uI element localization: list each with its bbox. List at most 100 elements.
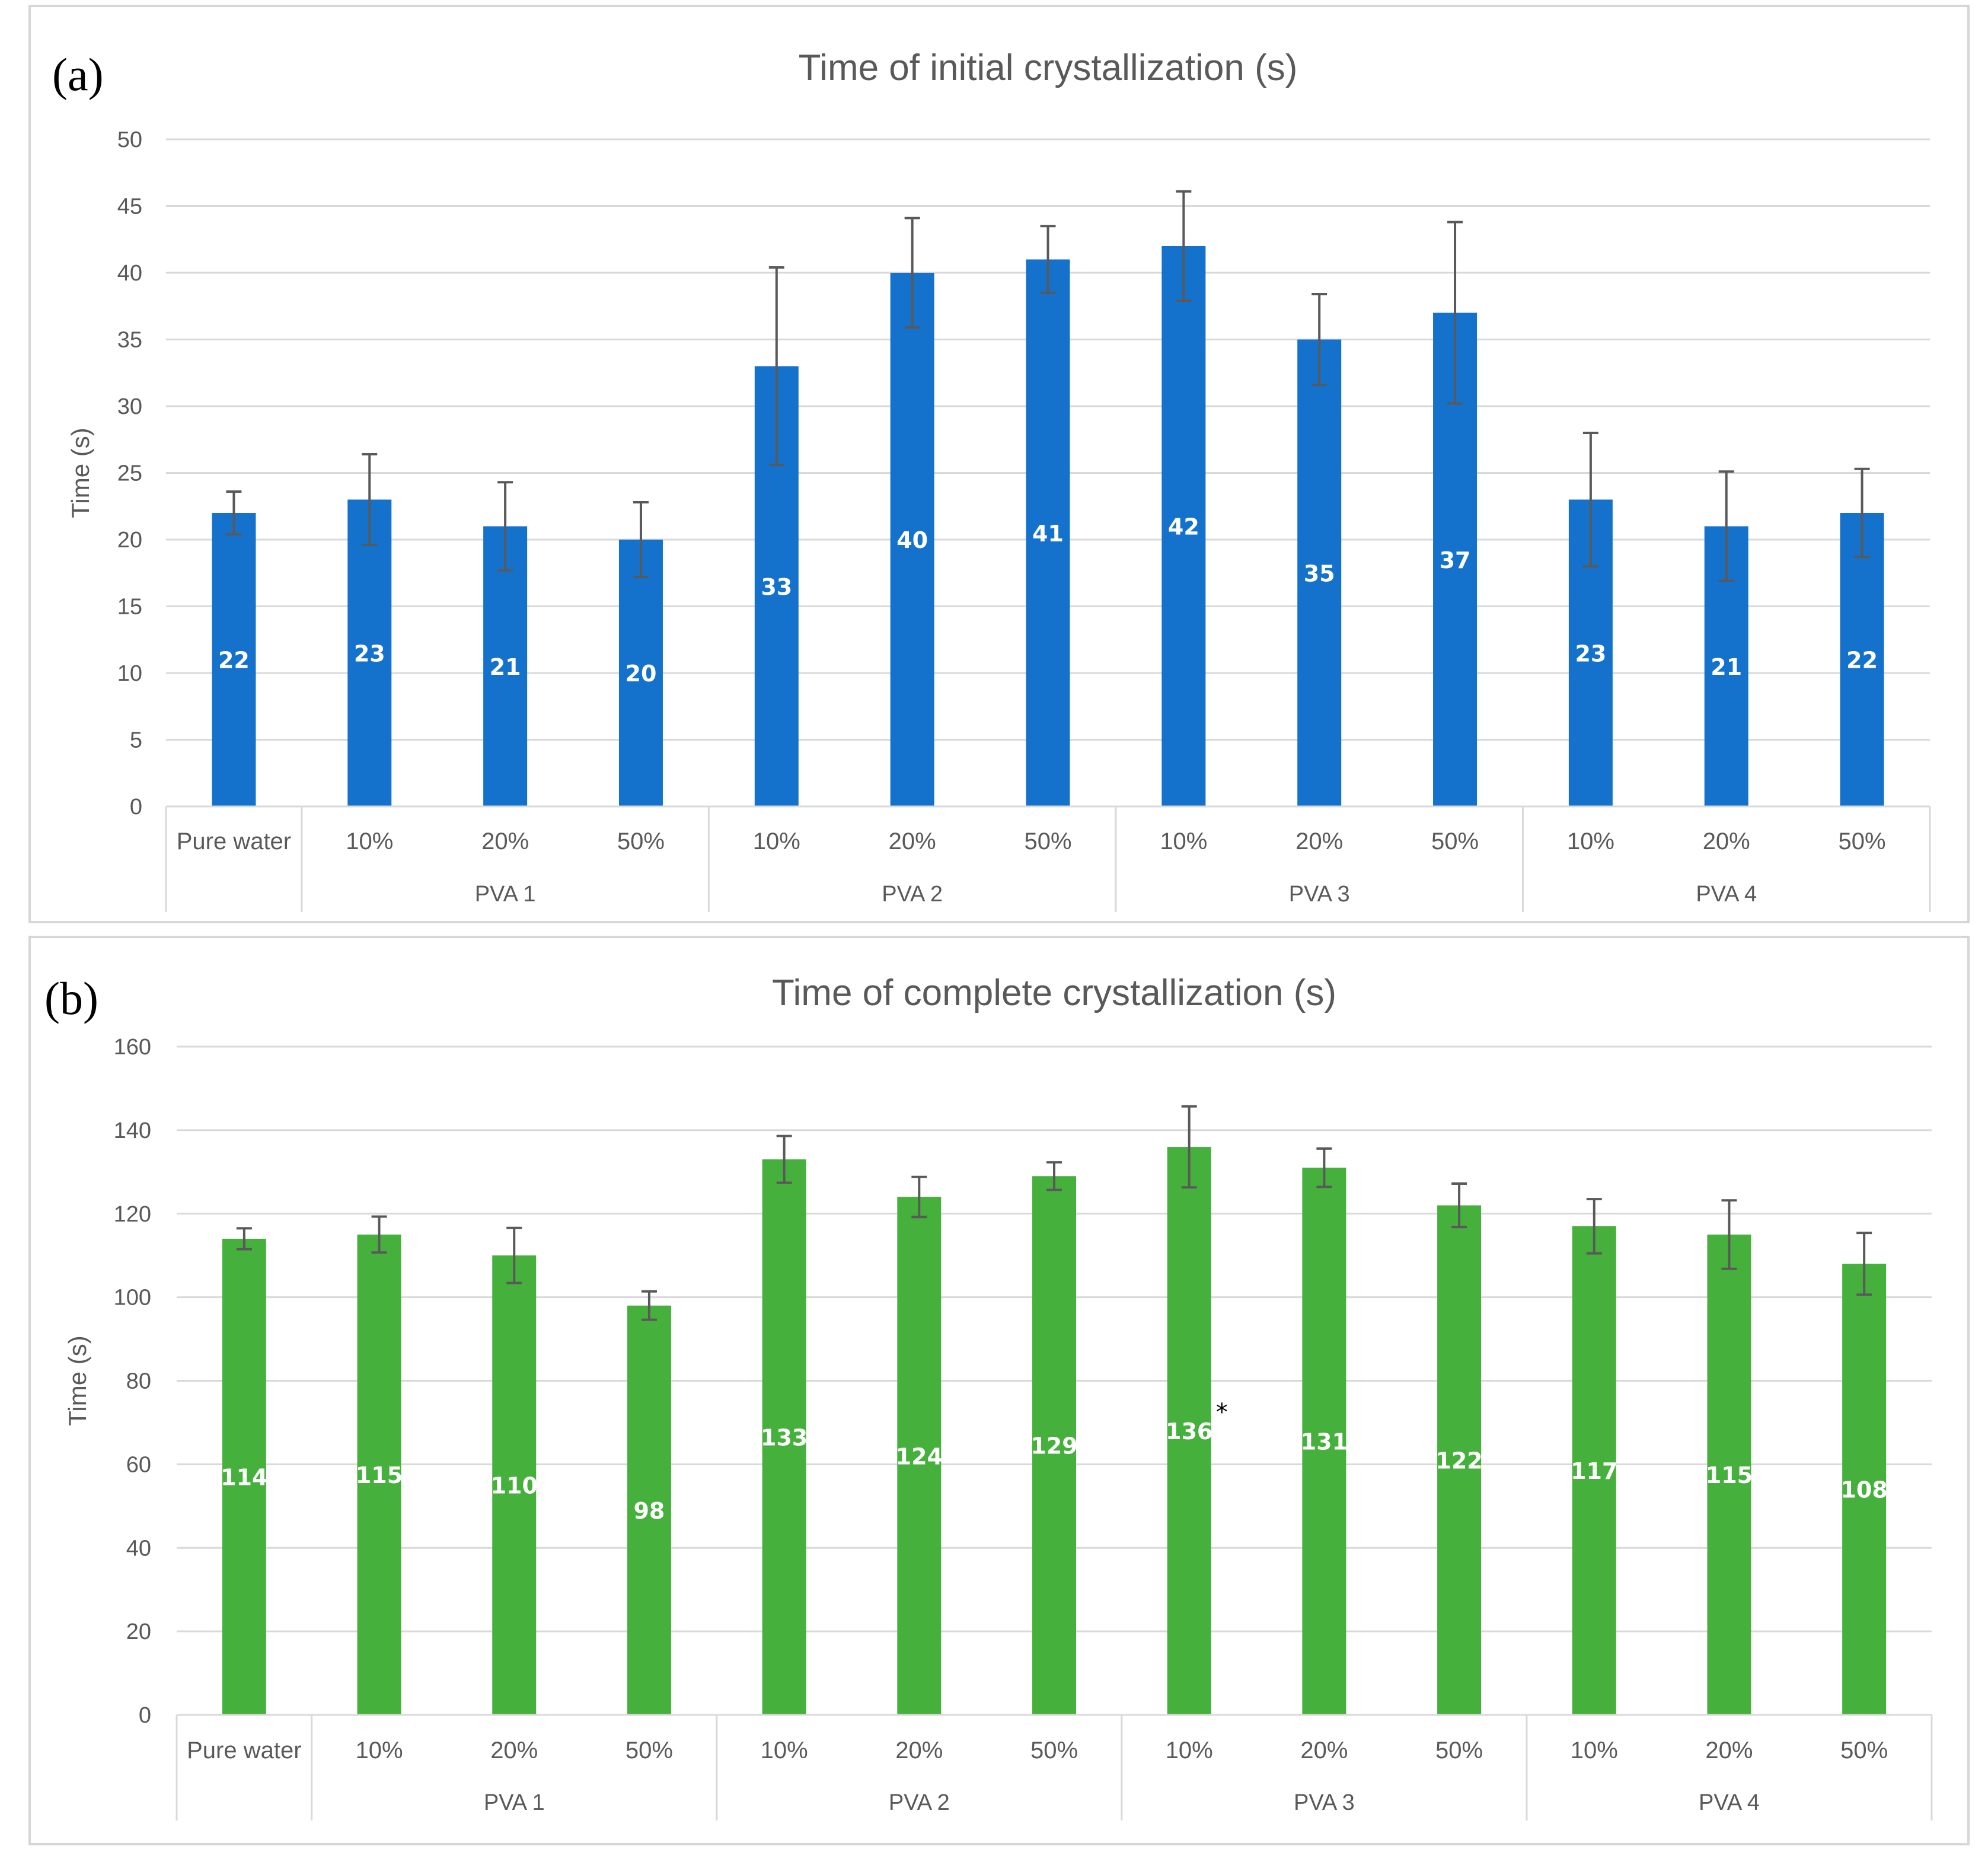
category-label: 10%: [753, 828, 800, 854]
y-tick-label: 10: [117, 661, 142, 686]
y-tick-label: 160: [114, 1035, 151, 1060]
category-label: Pure water: [177, 828, 291, 854]
category-label: 10%: [1567, 828, 1614, 854]
data-label: 133: [761, 1425, 808, 1451]
bar: [1026, 259, 1070, 806]
bar: [347, 499, 392, 806]
category-label: 20%: [1300, 1737, 1348, 1764]
y-tick-label: 40: [117, 261, 142, 286]
data-label: 114: [221, 1465, 267, 1491]
y-axis-label: Time (s): [63, 1335, 91, 1426]
panel-b-frame: [28, 936, 1970, 1845]
bar: [1032, 1176, 1076, 1715]
data-label: 41: [1032, 521, 1064, 547]
data-label: 98: [633, 1498, 665, 1524]
y-tick-label: 20: [117, 528, 142, 553]
data-label: 115: [1706, 1462, 1753, 1488]
bar: [222, 1239, 266, 1715]
bar: [627, 1305, 671, 1715]
category-label: 10%: [356, 1737, 403, 1764]
y-tick-label: 100: [114, 1286, 151, 1310]
data-label: 136: [1166, 1418, 1212, 1445]
data-label: 40: [896, 527, 928, 553]
data-label: 22: [218, 648, 250, 674]
bar: [897, 1197, 942, 1715]
data-label: 23: [1575, 640, 1606, 667]
data-label: 117: [1571, 1458, 1617, 1484]
chart-title: Time of initial crystallization (s): [799, 47, 1298, 88]
data-label: 115: [356, 1462, 403, 1488]
data-label: 21: [1711, 654, 1742, 680]
category-label: 20%: [1295, 828, 1343, 854]
category-label: 50%: [1030, 1737, 1078, 1764]
group-label: PVA 1: [484, 1790, 545, 1815]
y-tick-label: 80: [126, 1369, 151, 1394]
group-label: PVA 4: [1699, 1790, 1760, 1815]
category-label: 20%: [481, 828, 529, 854]
data-label: 23: [354, 640, 385, 667]
category-label: Pure water: [187, 1737, 301, 1764]
data-label: 131: [1301, 1429, 1348, 1455]
significance-marker: *: [1216, 1399, 1228, 1426]
group-label: PVA 1: [475, 882, 536, 907]
bar: [1297, 339, 1342, 806]
category-label: 20%: [1703, 828, 1750, 854]
category-label: 10%: [1166, 1737, 1213, 1764]
chart-title: Time of complete crystallization (s): [772, 972, 1336, 1013]
bar: [357, 1234, 401, 1715]
data-label: 21: [490, 654, 521, 680]
panel-a-chart: (a) Time of initial crystallization (s) 0 5…: [52, 47, 1931, 912]
category-label: 50%: [626, 1737, 673, 1764]
y-tick-label: 60: [126, 1452, 151, 1477]
data-label: 129: [1030, 1433, 1077, 1459]
bar: [1167, 1147, 1211, 1715]
bar: [1302, 1168, 1346, 1715]
y-tick-label: 140: [114, 1118, 151, 1143]
y-tick-label: 5: [130, 728, 142, 753]
panel-label: (b): [44, 972, 98, 1024]
category-label: 10%: [1160, 828, 1207, 854]
y-tick-label: 0: [139, 1703, 151, 1728]
category-label: 50%: [1024, 828, 1071, 854]
group-label: PVA 4: [1696, 882, 1757, 907]
y-tick-label: 25: [117, 461, 142, 486]
y-tick-label: 40: [126, 1536, 151, 1561]
panel-b-chart: (b) Time of complete crystallization (s) 0…: [44, 972, 1933, 1820]
data-label: 110: [491, 1473, 538, 1499]
category-label: 50%: [617, 828, 665, 854]
bar: [890, 273, 934, 806]
group-label: PVA 3: [1289, 882, 1350, 907]
y-tick-label: 50: [117, 127, 142, 152]
group-label: PVA 3: [1294, 1790, 1355, 1815]
bar: [1161, 246, 1206, 806]
data-label: 108: [1840, 1477, 1887, 1503]
y-tick-label: 0: [130, 795, 142, 820]
bar: [492, 1255, 537, 1715]
bar: [618, 540, 663, 806]
y-tick-label: 120: [114, 1202, 151, 1227]
data-label: 124: [896, 1443, 943, 1469]
category-label: 50%: [1431, 828, 1479, 854]
category-label: 20%: [895, 1737, 943, 1764]
panel-a-frame: [28, 5, 1970, 923]
bar: [762, 1159, 806, 1715]
category-label: 10%: [761, 1737, 808, 1764]
category-label: 50%: [1839, 828, 1886, 854]
y-tick-label: 35: [117, 328, 142, 353]
bar: [1840, 513, 1884, 806]
data-label: 35: [1304, 560, 1335, 586]
bar: [1842, 1264, 1887, 1715]
category-label: 20%: [1705, 1737, 1753, 1764]
bar: [1437, 1205, 1482, 1715]
category-label: 10%: [1571, 1737, 1618, 1764]
category-label: 50%: [1435, 1737, 1483, 1764]
data-label: 37: [1440, 547, 1471, 573]
bar: [1572, 1226, 1616, 1715]
y-tick-label: 15: [117, 595, 142, 620]
panel-label: (a): [52, 49, 104, 100]
bar: [1707, 1234, 1751, 1715]
y-axis-label: Time (s): [66, 428, 94, 518]
bar: [483, 526, 528, 806]
data-label: 33: [761, 574, 792, 600]
